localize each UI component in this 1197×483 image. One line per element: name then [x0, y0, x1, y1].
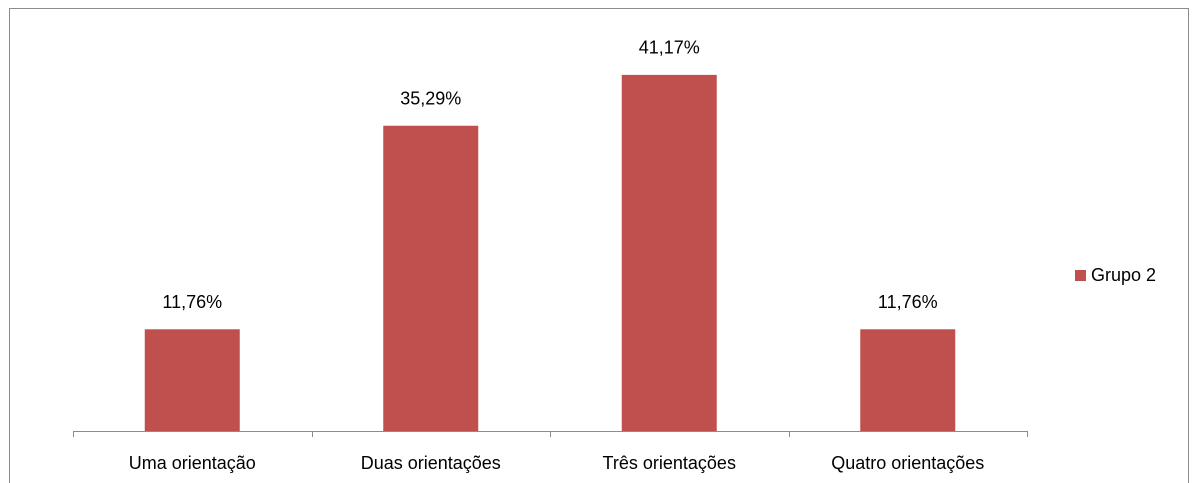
legend-label: Grupo 2	[1091, 265, 1156, 285]
legend-swatch	[1075, 270, 1086, 281]
data-label: 11,76%	[162, 292, 222, 312]
bar	[621, 74, 717, 431]
bar	[144, 329, 240, 431]
x-tick-label: Duas orientações	[361, 453, 501, 473]
data-label: 41,17%	[639, 38, 700, 58]
x-tick-label: Uma orientação	[129, 453, 256, 473]
bar	[383, 125, 479, 431]
bar	[860, 329, 956, 431]
x-tick-label: Três orientações	[603, 453, 736, 473]
data-label: 11,76%	[878, 292, 938, 312]
chart-frame	[9, 8, 1189, 483]
x-tick-label: Quatro orientações	[831, 453, 984, 473]
data-label: 35,29%	[400, 88, 461, 108]
